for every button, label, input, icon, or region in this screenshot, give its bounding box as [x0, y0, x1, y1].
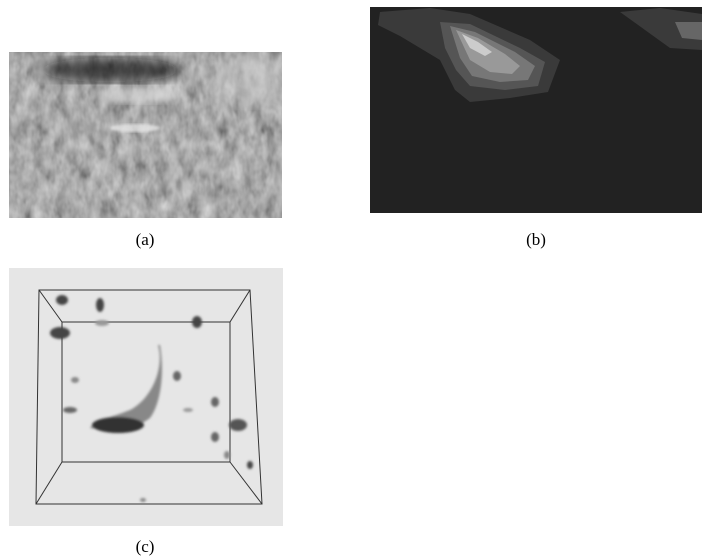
- bright-area: [215, 55, 285, 105]
- bright-band: [100, 87, 180, 103]
- blob: [192, 316, 202, 328]
- blob: [229, 419, 247, 431]
- blob: [71, 377, 79, 383]
- blob: [96, 298, 104, 312]
- blob: [183, 408, 193, 412]
- dark-band: [40, 58, 180, 82]
- blob: [173, 371, 181, 381]
- caption: (b): [526, 230, 546, 249]
- blob: [247, 461, 253, 469]
- blob: [95, 320, 109, 326]
- blob: [92, 417, 144, 433]
- blob: [224, 451, 230, 459]
- blob: [56, 295, 68, 305]
- blob: [140, 498, 146, 502]
- page: (a) (b): [0, 0, 702, 560]
- blob: [211, 432, 219, 442]
- panel-c-image: [9, 268, 283, 526]
- figure: (a) (b): [0, 0, 702, 560]
- caption: (c): [136, 537, 155, 556]
- bright-streak: [110, 124, 160, 132]
- caption: (a): [136, 230, 155, 249]
- blob: [63, 407, 77, 413]
- blob: [50, 327, 70, 339]
- blob: [211, 397, 219, 407]
- panel-b-image: [370, 7, 702, 213]
- panel-a-image: [9, 52, 285, 218]
